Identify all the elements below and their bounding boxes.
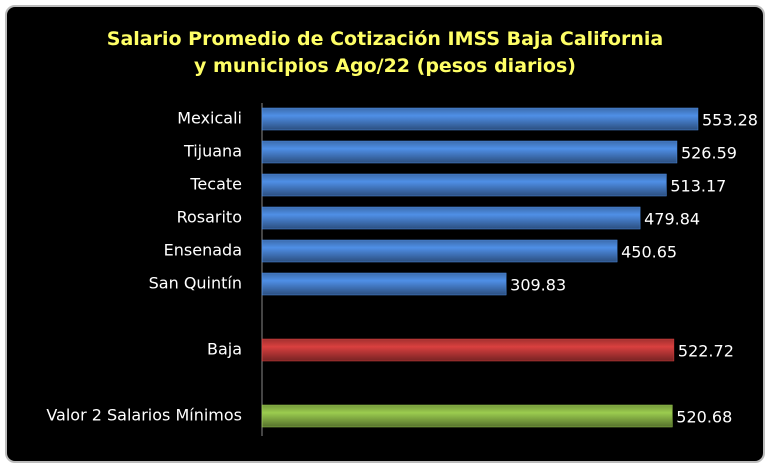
bar — [261, 338, 675, 362]
value-label: 526.59 — [681, 144, 737, 163]
category-label: Baja — [207, 340, 242, 359]
bar — [261, 206, 641, 230]
value-label: 479.84 — [644, 210, 700, 229]
category-label: Mexicali — [177, 109, 242, 128]
bar — [261, 140, 678, 164]
category-label: Ensenada — [164, 241, 242, 260]
category-label: Valor 2 Salarios Mínimos — [46, 406, 242, 425]
value-label: 513.17 — [670, 177, 726, 196]
value-label: 553.28 — [702, 111, 758, 130]
bar — [261, 173, 667, 197]
value-label: 522.72 — [678, 342, 734, 361]
value-label: 309.83 — [510, 276, 566, 295]
value-label: 520.68 — [676, 408, 732, 427]
category-label: Tijuana — [183, 142, 242, 161]
chart-title: Salario Promedio de Cotización IMSS Baja… — [106, 28, 664, 77]
category-label: Rosarito — [177, 208, 242, 227]
chart-panel — [5, 5, 765, 463]
category-label: San Quintín — [149, 274, 242, 293]
bar — [261, 404, 673, 428]
bar — [261, 107, 699, 131]
bar — [261, 239, 618, 263]
category-label: Tecate — [189, 175, 242, 194]
bar — [261, 272, 507, 296]
value-label: 450.65 — [621, 243, 677, 262]
